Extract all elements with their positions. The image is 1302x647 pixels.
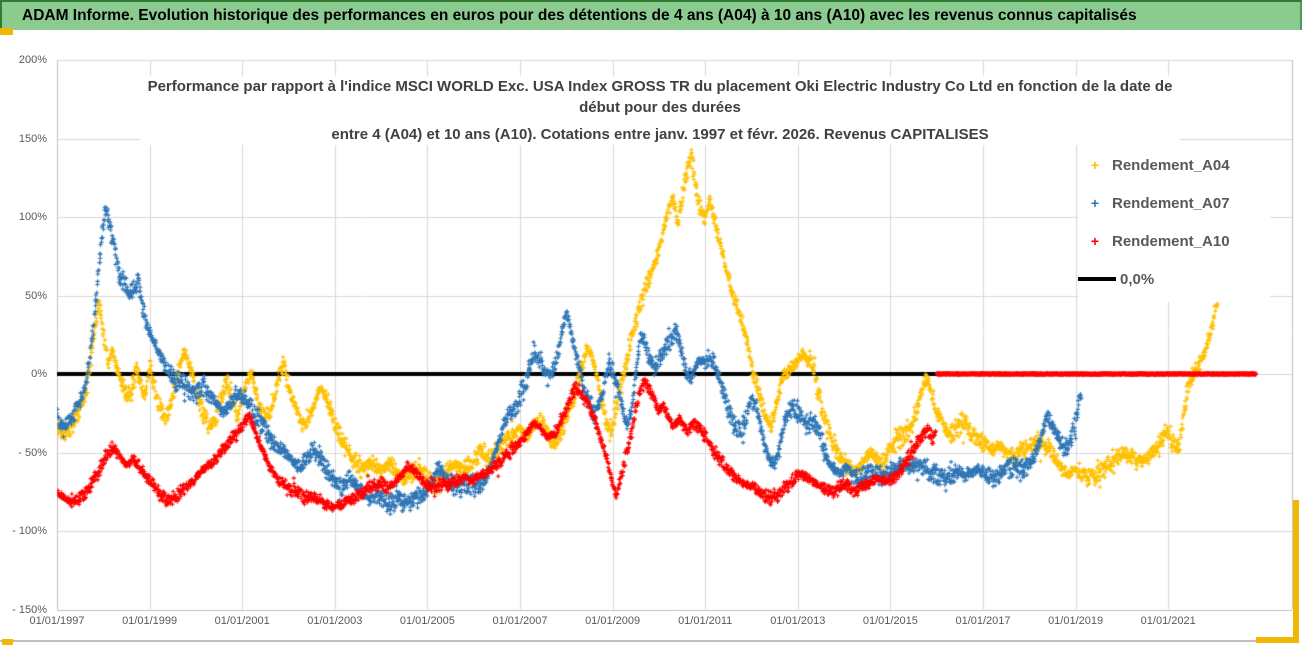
legend-label: Rendement_A07 [1112,194,1230,212]
gold-handle-top-left [0,28,13,35]
legend-item-a04: + Rendement_A04 [1078,146,1270,184]
gold-handle-bottom-left [2,639,13,645]
y-tick-label: 50% [24,289,47,302]
chart-title-line1: Performance par rapport à l'indice MSCI … [147,78,1173,95]
chart-title: Performance par rapport à l'indice MSCI … [140,76,1180,145]
x-tick-label: 01/01/2013 [770,615,826,627]
y-tick-label: - 100% [12,525,47,537]
bottom-divider [0,640,1294,642]
x-tick-label: 01/01/1997 [29,615,85,627]
x-tick-label: 01/01/2005 [399,615,455,627]
legend-label: Rendement_A04 [1112,156,1230,174]
x-tick-label: 01/01/2001 [214,615,270,627]
gold-handle-right-bar [1293,500,1299,643]
x-tick-label: 01/01/2019 [1048,615,1104,627]
y-tick-label: - 150% [12,603,47,616]
chart-title-line2: début pour des durées [579,99,741,116]
legend-item-a07: + Rendement_A07 [1078,184,1270,222]
x-tick-label: 01/01/2017 [955,615,1011,627]
x-tick-label: 01/01/2007 [492,615,548,627]
legend-item-zero-line: 0,0% [1078,260,1270,298]
x-tick-label: 01/01/2003 [307,615,363,627]
x-tick-label: 01/01/2011 [678,615,733,627]
plus-marker-icon: + [1090,157,1100,173]
x-tick-label: 01/01/1999 [122,615,178,627]
legend-label: 0,0% [1120,270,1155,288]
y-tick-label: 0% [31,368,47,380]
x-tick-label: 01/01/2015 [862,615,918,627]
y-tick-label: - 50% [18,446,47,459]
report-banner-title: ADAM Informe. Evolution historique des p… [0,0,1302,30]
chart-title-line3: entre 4 (A04) et 10 ans (A10). Cotations… [331,126,989,143]
x-tick-label: 01/01/2021 [1140,615,1196,627]
plus-marker-icon: + [1090,195,1100,211]
y-tick-label: 150% [18,132,47,145]
chart-area: Performance par rapport à l'indice MSCI … [0,30,1302,647]
y-tick-label: 100% [18,211,47,223]
plus-marker-icon: + [1090,233,1100,249]
y-tick-label: 200% [18,54,47,66]
legend-label: Rendement_A10 [1112,232,1230,250]
gold-handle-bottom-right [1256,637,1299,643]
chart-legend: + Rendement_A04 + Rendement_A07 + Rendem… [1078,142,1270,302]
zero-line-marker-icon [1078,277,1116,281]
x-tick-label: 01/01/2009 [585,615,641,627]
legend-item-a10: + Rendement_A10 [1078,222,1270,260]
